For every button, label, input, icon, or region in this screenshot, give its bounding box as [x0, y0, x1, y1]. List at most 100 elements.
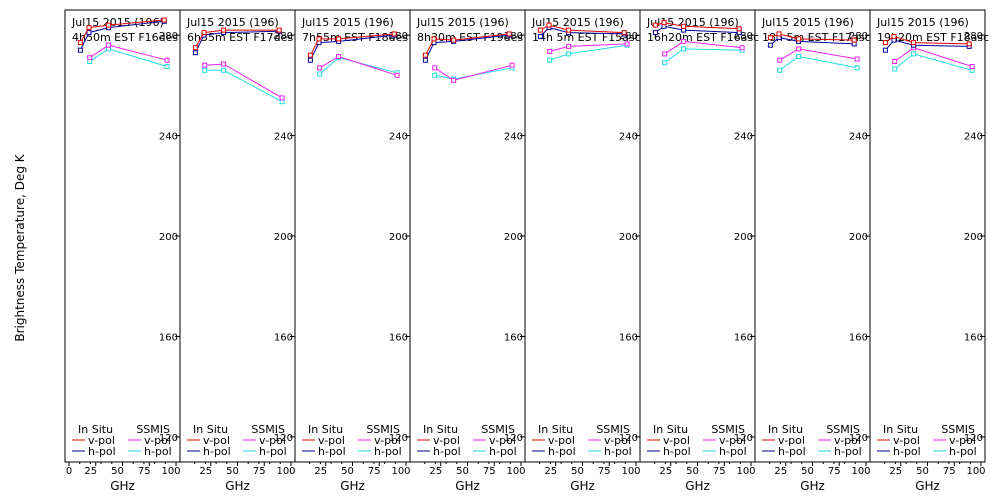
panel-title-time: 8h30m EST F19des — [417, 31, 523, 44]
insitu-v-pol-series — [77, 17, 167, 46]
x-axis-label: GHz — [340, 479, 365, 493]
panel-title-time: 16h20m EST F16asc — [647, 31, 759, 44]
ssmis-v-pol-line — [89, 44, 168, 61]
legend-insitu-title: In Situ — [423, 423, 458, 436]
ssmis-h-pol-series — [87, 46, 170, 69]
legend-ssmis-v-pol-label: v-pol — [604, 434, 631, 447]
insitu-v-pol-series — [307, 31, 397, 58]
x-tick-label: 25 — [199, 466, 212, 477]
x-axis-label: GHz — [455, 479, 480, 493]
ssmis-h-pol-point — [432, 72, 438, 78]
legend-ssmis-title: SSMIS — [251, 423, 285, 436]
legend-insitu-v-pol-label: v-pol — [663, 434, 690, 447]
legend-ssmis-v-pol-label: v-pol — [374, 434, 401, 447]
insitu-v-pol-point — [537, 27, 543, 33]
legend-ssmis-title: SSMIS — [596, 423, 630, 436]
insitu-v-pol-series — [652, 20, 742, 32]
panel-title-date: Jul15 2015 (196) — [71, 16, 164, 29]
ssmis-h-pol-point — [681, 46, 687, 52]
insitu-h-pol-point — [767, 42, 773, 48]
legend-ssmis-title: SSMIS — [366, 423, 400, 436]
ssmis-h-pol-point — [662, 60, 668, 66]
insitu-v-pol-point — [201, 30, 207, 36]
ssmis-h-pol-point — [854, 65, 860, 71]
insitu-h-pol-point — [77, 47, 83, 53]
legend-insitu-h-pol-label: h-pol — [893, 445, 921, 458]
insitu-h-pol-point — [192, 50, 198, 56]
y-tick-label: 280 — [159, 31, 178, 42]
insitu-v-pol-point — [681, 23, 687, 29]
insitu-v-pol-point — [276, 27, 282, 33]
y-tick-label: 280 — [849, 31, 868, 42]
ssmis-v-pol-line — [779, 48, 858, 61]
ssmis-v-pol-series — [432, 62, 515, 83]
panel-title-time: 4h50m EST F16des — [72, 31, 178, 44]
ssmis-h-pol-point — [796, 54, 802, 59]
legend-ssmis-h-pol-label: h-pol — [949, 445, 977, 458]
insitu-v-pol-line — [79, 19, 165, 43]
y-tick-label: 280 — [389, 31, 408, 42]
ssmis-v-pol-point — [739, 45, 745, 51]
panel-7: Jul15 2015 (196) 18h 5m EST F17asc 120 160 2… — [754, 9, 871, 493]
ssmis-h-pol-point — [911, 51, 917, 57]
panel-title-date: Jul15 2015 (196) — [416, 16, 509, 29]
ssmis-v-pol-point — [892, 59, 898, 64]
insitu-h-pol-point — [882, 47, 888, 53]
x-tick-label: 75 — [368, 466, 381, 477]
x-tick-label: 100 — [276, 466, 295, 477]
legend-insitu-title: In Situ — [78, 423, 113, 436]
legend-insitu-h-pol-label: h-pol — [318, 445, 346, 458]
insitu-h-pol-point — [422, 57, 428, 63]
y-tick-label: 280 — [274, 31, 293, 42]
x-tick-label: 75 — [943, 466, 956, 477]
ssmis-v-pol-point — [854, 56, 860, 62]
y-tick-label: 160 — [274, 332, 293, 343]
y-tick-label: 200 — [619, 232, 638, 243]
y-axis-label: Brightness Temperature, Deg K — [13, 153, 27, 341]
x-tick-label: 75 — [483, 466, 496, 477]
panel-title-date: Jul15 2015 (196) — [876, 16, 969, 29]
panel-title-date: Jul15 2015 (196) — [186, 16, 279, 29]
legend-ssmis-title: SSMIS — [826, 423, 860, 436]
legend-ssmis-v-pol-label: v-pol — [719, 434, 746, 447]
y-tick-label: 200 — [159, 232, 178, 243]
ssmis-v-pol-point — [566, 43, 572, 49]
y-tick-label: 280 — [964, 31, 983, 42]
ssmis-v-pol-point — [336, 54, 342, 59]
ssmis-v-pol-line — [319, 55, 398, 76]
x-tick-label: 75 — [828, 466, 841, 477]
x-tick-label: 50 — [341, 466, 354, 477]
panel-8: Jul15 2015 (196) 19h20m EST F18asc 120 160 2… — [869, 9, 989, 493]
legend-ssmis-h-pol-label: h-pol — [834, 445, 862, 458]
legend-insitu-h-pol-label: h-pol — [778, 445, 806, 458]
ssmis-h-pol-point — [547, 57, 553, 63]
ssmis-v-pol-line — [894, 47, 973, 67]
ssmis-h-pol-line — [894, 53, 973, 71]
x-tick-label: 50 — [456, 466, 469, 477]
x-axis-label: GHz — [915, 479, 940, 493]
x-tick-label: 75 — [598, 466, 611, 477]
insitu-v-pol-point — [106, 22, 112, 28]
ssmis-v-pol-point — [106, 42, 112, 48]
ssmis-h-pol-series — [777, 54, 860, 73]
legend-insitu-title: In Situ — [538, 423, 573, 436]
x-tick-label: 100 — [966, 466, 985, 477]
insitu-v-pol-point — [77, 40, 83, 46]
insitu-v-pol-point — [652, 22, 658, 28]
insitu-v-pol-line — [194, 29, 280, 48]
insitu-h-pol-line — [424, 34, 510, 61]
y-tick-label: 200 — [849, 232, 868, 243]
y-tick-label: 240 — [619, 132, 638, 143]
insitu-v-pol-line — [885, 35, 970, 45]
y-tick-label: 240 — [964, 132, 983, 143]
insitu-h-pol-point — [86, 30, 92, 36]
insitu-v-pol-line — [424, 33, 510, 56]
insitu-h-pol-line — [655, 25, 740, 34]
y-tick-label: 120 — [619, 433, 638, 444]
y-tick-label: 240 — [159, 132, 178, 143]
